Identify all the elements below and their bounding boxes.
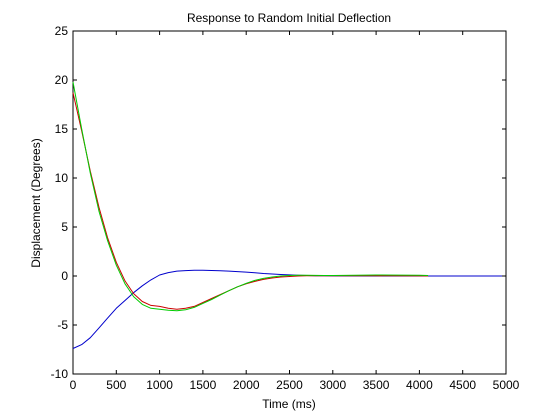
x-tick-label: 2000 <box>233 378 260 392</box>
y-axis-label: Displacement (Degrees) <box>29 138 43 267</box>
series-green-line <box>72 81 429 312</box>
x-tick-label: 4000 <box>406 378 433 392</box>
y-tick-label: 5 <box>61 220 68 234</box>
chart-title: Response to Random Initial Deflection <box>187 11 391 25</box>
y-tick-label: -5 <box>57 318 68 332</box>
y-tick-label: 15 <box>55 122 69 136</box>
x-tick-label: 2500 <box>276 378 303 392</box>
x-tick-label: 1500 <box>190 378 217 392</box>
x-tick-label: 0 <box>70 378 77 392</box>
y-tick-label: 20 <box>55 73 69 87</box>
y-tick-label: 25 <box>55 24 69 38</box>
series-layer <box>72 81 506 349</box>
x-tick-label: 5000 <box>493 378 520 392</box>
x-tick-label: 4500 <box>449 378 476 392</box>
tick-layer: 0 500 1000 1500 2000 2500 3000 3500 4000 4500 5000… <box>51 24 520 392</box>
y-tick-label: 10 <box>55 171 69 185</box>
y-tick-label: -10 <box>51 367 69 381</box>
y-tick-label: 0 <box>61 269 68 283</box>
x-axis-label: Time (ms) <box>262 397 316 411</box>
x-tick-label: 3500 <box>363 378 390 392</box>
x-tick-label: 500 <box>106 378 126 392</box>
plot-area <box>72 30 507 375</box>
x-tick-label: 1000 <box>146 378 173 392</box>
x-tick-label: 3000 <box>319 378 346 392</box>
